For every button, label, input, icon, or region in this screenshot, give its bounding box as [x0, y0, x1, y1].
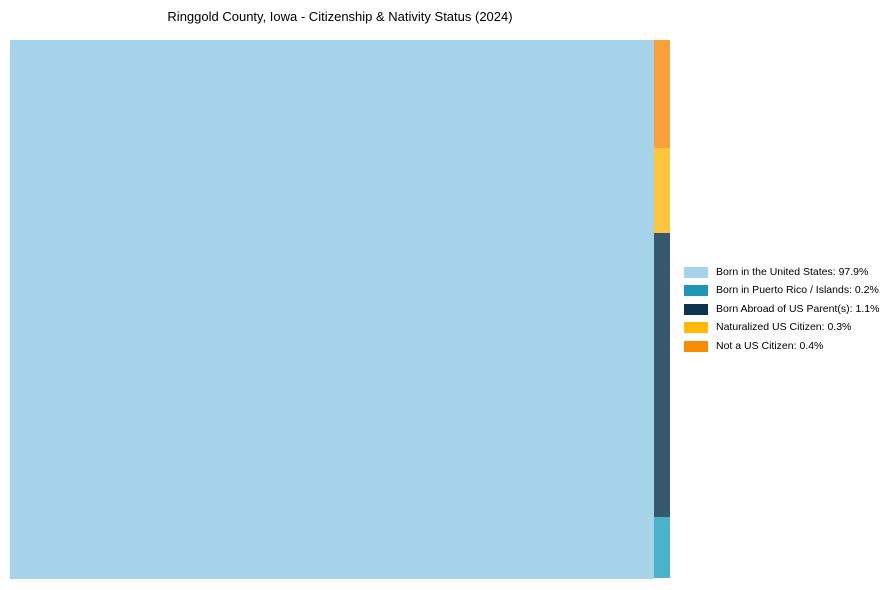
legend-swatch-icon: [684, 322, 708, 334]
legend-swatch-icon: [684, 285, 708, 297]
treemap-segment-born-abroad: [654, 232, 670, 517]
legend-label: Born in Puerto Rico / Islands: 0.2%: [716, 284, 879, 297]
treemap-segment-puerto-rico: [654, 516, 670, 579]
treemap-segment-not-citizen: [654, 40, 670, 149]
legend-item-naturalized: Naturalized US Citizen: 0.3%: [684, 321, 879, 334]
legend-item-puerto-rico: Born in Puerto Rico / Islands: 0.2%: [684, 284, 879, 297]
legend-swatch-icon: [684, 340, 708, 352]
legend-swatch-icon: [684, 303, 708, 315]
legend-item-born-us: Born in the United States: 97.9%: [684, 267, 879, 278]
chart-title: Ringgold County, Iowa - Citizenship & Na…: [167, 9, 513, 24]
legend-item-not-citizen: Not a US Citizen: 0.4%: [684, 339, 879, 352]
treemap-strip: [654, 40, 670, 579]
treemap-segment-born-us: [10, 40, 655, 579]
legend-swatch-icon: [684, 267, 708, 278]
treemap-segment-naturalized: [654, 148, 670, 233]
legend-label: Born Abroad of US Parent(s): 1.1%: [716, 302, 880, 315]
legend-item-born-abroad: Born Abroad of US Parent(s): 1.1%: [684, 302, 880, 315]
legend-label: Naturalized US Citizen: 0.3%: [716, 321, 852, 334]
legend: Born in the United States: 97.9% Born in …: [684, 267, 879, 352]
treemap-plot: [10, 40, 670, 579]
legend-label: Not a US Citizen: 0.4%: [716, 339, 824, 352]
legend-label: Born in the United States: 97.9%: [716, 266, 869, 278]
